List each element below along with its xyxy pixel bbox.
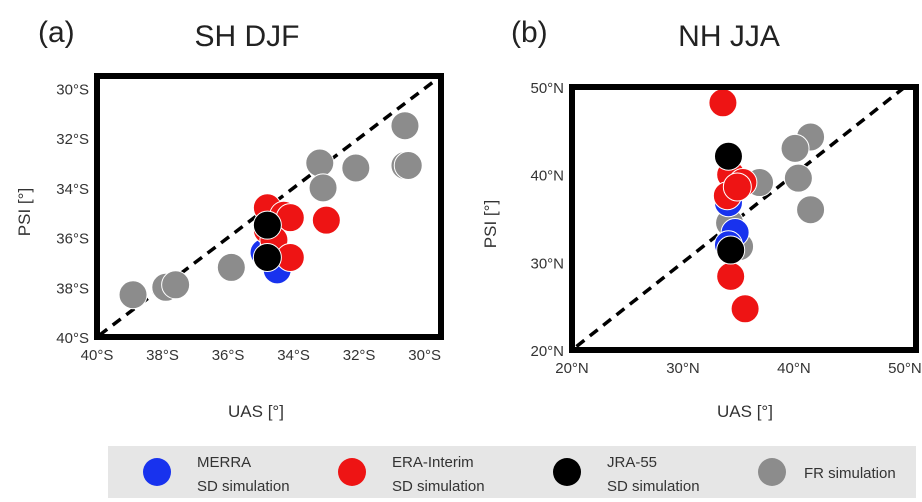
data-point	[252, 242, 282, 272]
y-tick-label: 36°S	[56, 231, 89, 248]
y-tick-label: 50°N	[530, 80, 564, 97]
series-jra-55-sd-simulation	[713, 141, 746, 265]
legend-label: SD simulation	[392, 478, 485, 495]
data-point	[161, 270, 191, 300]
plot-area	[97, 76, 441, 337]
plot-area	[572, 87, 908, 350]
legend-item: ERA-Interim SD simulation	[338, 454, 485, 495]
x-tick-label: 34°S	[277, 347, 310, 364]
y-axis-label: PSI [°]	[15, 188, 34, 236]
chart-title: NH JJA	[678, 20, 780, 53]
data-point	[341, 153, 371, 183]
data-point	[716, 235, 746, 265]
data-point	[730, 294, 760, 324]
data-point	[118, 280, 148, 310]
x-tick-label: 20°N	[555, 360, 589, 377]
x-axis-label: UAS [°]	[228, 402, 284, 421]
y-tick-label: 40°N	[530, 168, 564, 185]
x-tick-label: 30°S	[408, 347, 441, 364]
x-tick-label: 50°N	[888, 360, 922, 377]
data-point	[311, 205, 341, 235]
plot-frame	[569, 84, 919, 353]
panel-a: (a) SH DJF 40°S 38°S 36°S 34°S 32°S 30°S 30°S 32°…	[15, 16, 444, 421]
x-tick-label: 32°S	[343, 347, 376, 364]
series-fr-simulation	[118, 111, 423, 310]
panel-b: (b) NH JJA 20°N 30°N 40°N 50°N 50°N 40°N 30°N 20°…	[481, 16, 922, 421]
data-point	[722, 172, 752, 202]
y-tick-label: 30°S	[56, 81, 89, 98]
data-point	[308, 173, 338, 203]
panel-label: (b)	[511, 16, 548, 49]
legend-marker	[758, 458, 786, 486]
data-point	[716, 261, 746, 291]
data-point	[796, 195, 826, 225]
legend-label: SD simulation	[197, 478, 290, 495]
data-point	[216, 252, 246, 282]
data-point	[783, 163, 813, 193]
x-axis-label: UAS [°]	[717, 402, 773, 421]
legend-label: MERRA	[197, 454, 251, 471]
legend-label: FR simulation	[804, 465, 896, 482]
data-point	[393, 150, 423, 180]
data-point	[305, 148, 335, 178]
legend-marker	[143, 458, 171, 486]
x-tick-label: 38°S	[146, 347, 179, 364]
legend-item: MERRA SD simulation	[143, 454, 290, 495]
legend-label: ERA-Interim	[392, 454, 474, 471]
data-point	[708, 88, 738, 118]
y-axis-label: PSI [°]	[481, 200, 500, 248]
x-tick-label: 36°S	[212, 347, 245, 364]
legend-label: SD simulation	[607, 478, 700, 495]
legend-marker	[553, 458, 581, 486]
y-tick-label: 38°S	[56, 280, 89, 297]
legend: MERRA SD simulation ERA-Interim SD simulati…	[143, 454, 896, 495]
y-tick-label: 20°N	[530, 343, 564, 360]
chart-title: SH DJF	[195, 20, 300, 53]
y-tick-label: 40°S	[56, 330, 89, 347]
legend-item: FR simulation	[758, 458, 896, 486]
panel-label: (a)	[38, 16, 75, 49]
x-tick-label: 40°N	[777, 360, 811, 377]
y-tick-label: 34°S	[56, 181, 89, 198]
data-point	[780, 133, 810, 163]
data-point	[390, 111, 420, 141]
legend-item: JRA-55 SD simulation	[553, 454, 700, 495]
y-tick-label: 32°S	[56, 131, 89, 148]
series-jra-55-sd-simulation	[252, 210, 282, 272]
y-tick-label: 30°N	[530, 255, 564, 272]
x-tick-label: 40°S	[81, 347, 114, 364]
data-point	[252, 210, 282, 240]
legend-marker	[338, 458, 366, 486]
x-tick-label: 30°N	[666, 360, 700, 377]
legend-label: JRA-55	[607, 454, 657, 471]
data-point	[713, 141, 743, 171]
plot-frame	[94, 73, 444, 340]
